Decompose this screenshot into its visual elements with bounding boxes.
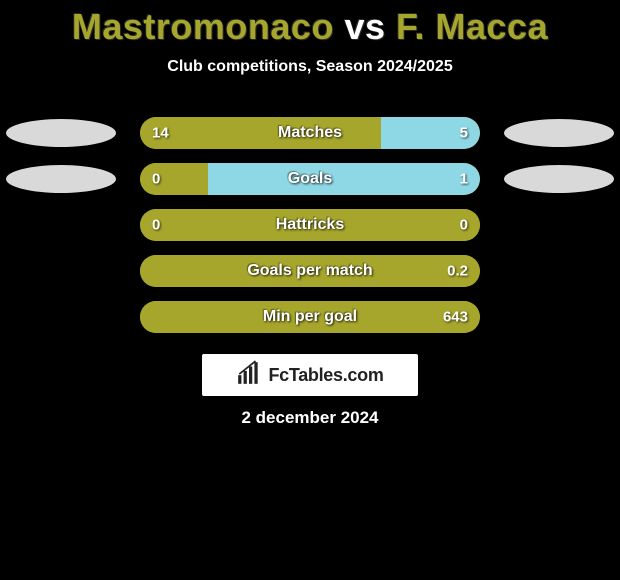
player2-name: F. Macca <box>396 6 548 47</box>
stat-row: 01Goals <box>0 156 620 202</box>
player1-bar-fill <box>140 209 480 241</box>
player1-bar-fill <box>140 163 208 195</box>
player2-bar-fill <box>140 301 480 333</box>
stat-rows-container: 145Matches01Goals00Hattricks0.2Goals per… <box>0 110 620 340</box>
player2-value: 643 <box>443 309 468 326</box>
player2-ellipse <box>504 119 614 147</box>
player1-ellipse <box>6 165 116 193</box>
vs-separator: vs <box>344 6 385 47</box>
player1-value: 14 <box>152 125 169 142</box>
stat-row: 643Min per goal <box>0 294 620 340</box>
stat-row: 0.2Goals per match <box>0 248 620 294</box>
player1-bar-fill <box>140 117 381 149</box>
stat-row: 00Hattricks <box>0 202 620 248</box>
player2-ellipse <box>504 165 614 193</box>
player1-ellipse <box>6 119 116 147</box>
stat-bar-track <box>140 163 480 195</box>
stat-bar-track <box>140 301 480 333</box>
player1-value: 0 <box>152 217 160 234</box>
player2-value: 1 <box>460 171 468 188</box>
player2-bar-fill <box>208 163 480 195</box>
player1-name: Mastromonaco <box>72 6 334 47</box>
stat-bar-track <box>140 117 480 149</box>
brand-text: FcTables.com <box>268 365 383 386</box>
comparison-title: Mastromonaco vs F. Macca <box>0 0 620 48</box>
subtitle: Club competitions, Season 2024/2025 <box>0 58 620 76</box>
chart-bars-icon <box>236 360 262 391</box>
snapshot-date: 2 december 2024 <box>0 408 620 428</box>
player1-value: 0 <box>152 171 160 188</box>
player2-value: 0.2 <box>447 263 468 280</box>
brand-badge: FcTables.com <box>202 354 418 396</box>
player2-bar-fill <box>140 255 480 287</box>
player2-value: 5 <box>460 125 468 142</box>
stat-bar-track <box>140 209 480 241</box>
player2-value: 0 <box>460 217 468 234</box>
stat-row: 145Matches <box>0 110 620 156</box>
stat-bar-track <box>140 255 480 287</box>
